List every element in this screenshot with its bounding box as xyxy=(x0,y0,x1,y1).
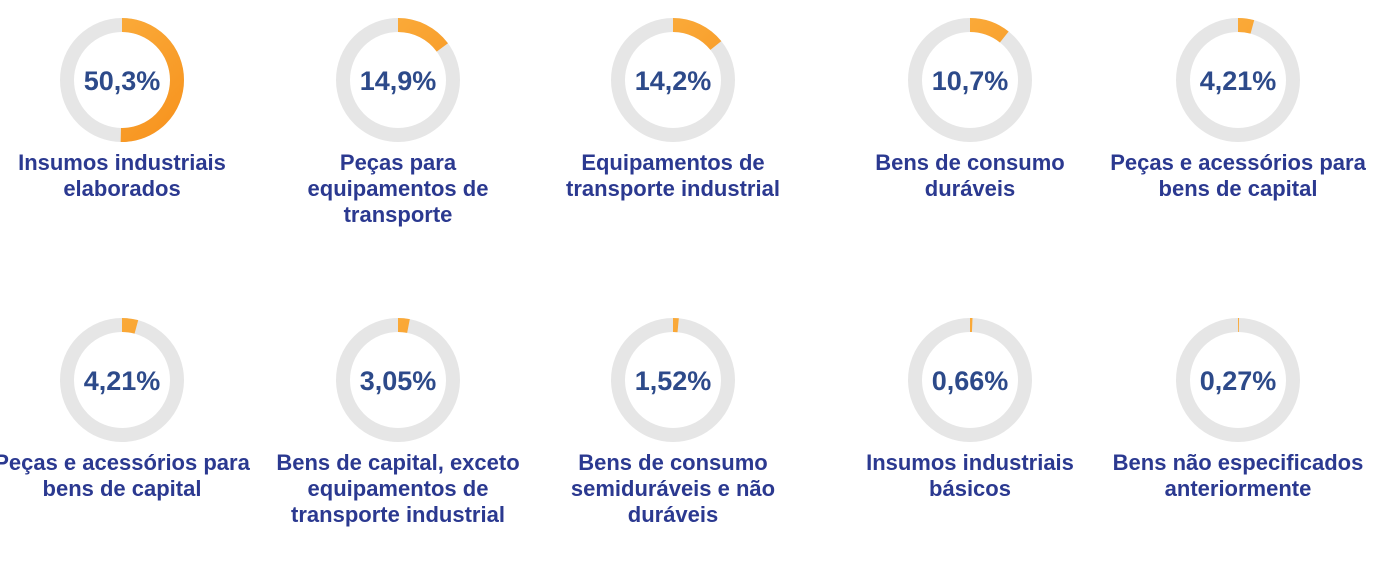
value-label: 10,7% xyxy=(932,66,1009,96)
value-label: 50,3% xyxy=(84,66,161,96)
donut-card: 14,9% Peças para equipamentos de transpor… xyxy=(260,0,536,278)
donut-card: 1,52% Bens de consumo semiduráveis e não … xyxy=(535,300,811,578)
category-label: Insumos industriais básicos xyxy=(866,450,1074,501)
category-label: Bens de consumo semiduráveis e não duráv… xyxy=(570,450,776,527)
category-label: Bens não especificados anteriormente xyxy=(1112,450,1364,501)
category-label: Bens de consumo duráveis xyxy=(875,150,1065,201)
donut-card: 4,21% Peças e acessórios para bens de cap… xyxy=(1100,0,1376,278)
value-label: 4,21% xyxy=(84,366,161,396)
value-label: 3,05% xyxy=(360,366,437,396)
category-label: Bens de capital, exceto equipamentos de … xyxy=(276,450,520,527)
value-label: 0,27% xyxy=(1200,366,1277,396)
donut-chart: 0,66% xyxy=(908,318,1032,442)
donut-arc xyxy=(1176,18,1300,142)
donut-arc xyxy=(60,318,184,442)
donut-arc xyxy=(611,318,735,442)
donut-card: 4,21% Peças e acessórios para bens de cap… xyxy=(0,300,260,578)
donut-arc xyxy=(611,18,735,142)
category-label: Insumos industriais elaborados xyxy=(18,150,226,201)
category-label: Equipamentos de transporte industrial xyxy=(566,150,780,201)
category-label: Peças e acessórios para bens de capital xyxy=(1110,150,1366,201)
donut-card: 0,27% Bens não especificados anteriorment… xyxy=(1100,300,1376,578)
donut-chart: 10,7% xyxy=(908,18,1032,142)
value-label: 1,52% xyxy=(635,366,712,396)
value-label: 14,2% xyxy=(635,66,712,96)
category-label: Peças e acessórios para bens de capital xyxy=(0,450,250,501)
value-label: 4,21% xyxy=(1200,66,1277,96)
donut-arc xyxy=(1176,318,1300,442)
donut-arc xyxy=(336,318,460,442)
donut-arc xyxy=(60,18,184,142)
donut-card: 10,7% Bens de consumo duráveis xyxy=(832,0,1108,278)
donut-chart: 1,52% xyxy=(611,318,735,442)
donut-card: 3,05% Bens de capital, exceto equipamento… xyxy=(260,300,536,578)
donut-arc xyxy=(336,18,460,142)
donut-arc xyxy=(908,318,1032,442)
infographic: 50,3% Insumos industriais elaborados 14,9%… xyxy=(0,0,1376,527)
donut-chart: 14,2% xyxy=(611,18,735,142)
donut-arc xyxy=(908,18,1032,142)
donut-chart: 4,21% xyxy=(1176,18,1300,142)
donut-chart: 4,21% xyxy=(60,318,184,442)
donut-card: 0,66% Insumos industriais básicos xyxy=(832,300,1108,578)
donut-chart: 3,05% xyxy=(336,318,460,442)
donut-card: 50,3% Insumos industriais elaborados xyxy=(0,0,260,278)
value-label: 0,66% xyxy=(932,366,1009,396)
donut-chart: 14,9% xyxy=(336,18,460,142)
donut-card: 14,2% Equipamentos de transporte industri… xyxy=(535,0,811,278)
value-label: 14,9% xyxy=(360,66,437,96)
donut-chart: 0,27% xyxy=(1176,318,1300,442)
category-label: Peças para equipamentos de transporte xyxy=(307,150,489,227)
donut-chart: 50,3% xyxy=(60,18,184,142)
